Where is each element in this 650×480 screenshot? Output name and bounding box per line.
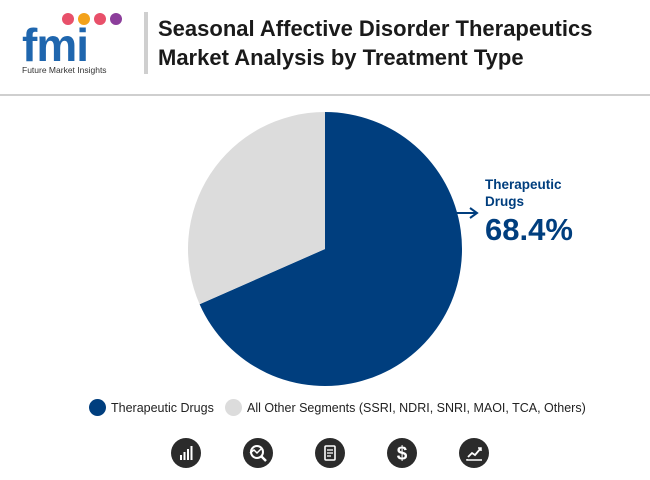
annotation-label-line2: Drugs (485, 194, 524, 209)
document-icon (315, 438, 345, 468)
page-title: Seasonal Affective Disorder Therapeutics… (158, 14, 638, 72)
dollar-icon: $ (387, 438, 417, 468)
logo-letters: fmi (22, 19, 89, 71)
pie-slice-1 (188, 112, 325, 305)
header-divider (144, 12, 148, 74)
fmi-logo: fmi Future Market Insights (22, 10, 134, 80)
logo-dot (94, 13, 106, 25)
legend-item-other-segments: All Other Segments (SSRI, NDRI, SNRI, MA… (225, 399, 586, 416)
legend-label: All Other Segments (SSRI, NDRI, SNRI, MA… (247, 400, 586, 415)
annotation-arrowhead (469, 207, 479, 219)
legend-label: Therapeutic Drugs (111, 400, 214, 415)
title-line-1: Seasonal Affective Disorder Therapeutics (158, 16, 593, 41)
header-rule (0, 94, 650, 96)
header: fmi Future Market Insights Seasonal Affe… (0, 0, 650, 94)
magnifier-chart-icon (243, 438, 273, 468)
growth-chart-icon (171, 438, 201, 468)
trend-chart-icon (459, 438, 489, 468)
logo-tagline: Future Market Insights (22, 65, 107, 75)
svg-text:$: $ (397, 444, 408, 465)
annotation-label-line1: Therapeutic (485, 177, 562, 192)
pie-slice-0 (199, 112, 463, 386)
title-line-2: Market Analysis by Treatment Type (158, 45, 524, 70)
logo-dots (62, 12, 132, 26)
pie-chart: Therapeutic Drugs 68.4% (188, 112, 573, 386)
logo-dot (62, 13, 74, 25)
footer-icons: $ (0, 436, 650, 470)
logo-dot (78, 13, 90, 25)
chart-legend: Therapeutic Drugs All Other Segments (SS… (0, 399, 650, 421)
legend-swatch (89, 399, 106, 416)
annotation-value: 68.4% (485, 212, 573, 247)
legend-item-therapeutic-drugs: Therapeutic Drugs (89, 399, 214, 416)
logo-dot (110, 13, 122, 25)
legend-swatch (225, 399, 242, 416)
